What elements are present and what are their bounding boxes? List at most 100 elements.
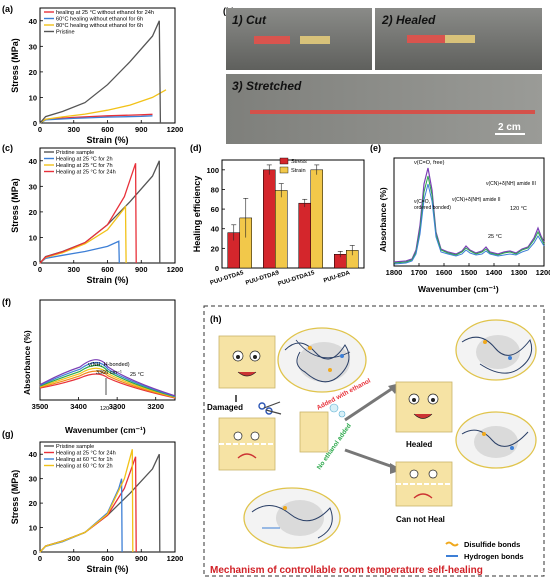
stretched-strip bbox=[250, 110, 535, 114]
chart-a-ytick-label: 20 bbox=[29, 68, 37, 77]
healed-strip-red bbox=[407, 35, 445, 43]
ftir-f-curve bbox=[39, 370, 176, 399]
chart-e-xtick-label: 1800 bbox=[386, 268, 403, 277]
chart-g-xtick-label: 900 bbox=[135, 554, 148, 563]
ftir-f-annot-wn: 3366 cm⁻¹ bbox=[96, 370, 122, 376]
panel-tag-a: (a) bbox=[2, 4, 13, 14]
panel-tag-d: (d) bbox=[190, 143, 202, 153]
smile-icon bbox=[237, 371, 257, 377]
chart-a-xtick-label: 1200 bbox=[167, 125, 184, 134]
ftir-e-xlabel: Wavenumber (cm⁻¹) bbox=[418, 284, 499, 294]
chart-a-ytick-label: 40 bbox=[29, 17, 37, 26]
chart-c-ytick-label: 40 bbox=[29, 157, 37, 166]
chart-a-xtick-label: 900 bbox=[135, 125, 148, 134]
chart-c-series-line bbox=[39, 240, 120, 264]
ftir-e-curve-25C bbox=[393, 183, 545, 265]
chart-d-ytick-label: 20 bbox=[211, 244, 219, 253]
healed-strip-yellow bbox=[445, 35, 475, 43]
category-label: PUU-EDA bbox=[323, 270, 351, 284]
ftir-e-annot-25: 25 °C bbox=[488, 234, 502, 240]
legend-strain-label: Strain bbox=[291, 168, 306, 174]
scissors-icon bbox=[258, 401, 282, 415]
scale-bar-label: 2 cm bbox=[498, 122, 521, 133]
arrow-healed bbox=[344, 384, 397, 422]
chart-d-ytick-label: 100 bbox=[206, 166, 219, 175]
chart-d-ytick-label: 0 bbox=[215, 264, 219, 273]
label-damaged: Damaged bbox=[207, 403, 243, 412]
chart-g-xlabel: Strain (%) bbox=[86, 564, 128, 574]
chart-g-legend-label: Pristine sample bbox=[56, 444, 94, 450]
ftir-e-annot-amide2: ν(CN)+δ(NH) amide II bbox=[452, 197, 500, 203]
cut-strip-yellow bbox=[300, 36, 330, 44]
ftir-f-ylabel: Absorbance (%) bbox=[22, 330, 32, 395]
chart-c-xtick-label: 600 bbox=[101, 265, 114, 274]
chart-c-legend-label: Pristine sample bbox=[56, 150, 94, 156]
chart-a-xtick-label: 0 bbox=[38, 125, 42, 134]
panel-tag-c: (c) bbox=[2, 143, 13, 153]
chart-g-xtick-label: 600 bbox=[101, 554, 114, 563]
chart-c-xtick-label: 300 bbox=[67, 265, 80, 274]
ftir-f-curve bbox=[39, 361, 176, 397]
panel-b-photos: 1) Cut 2) Healed 3) Stretched 2 cm bbox=[226, 8, 542, 144]
chart-a-xlabel: Strain (%) bbox=[86, 135, 128, 145]
chart-g-xtick-label: 300 bbox=[67, 554, 80, 563]
ftir-f-xlabel: Wavenumber (cm⁻¹) bbox=[65, 425, 146, 435]
legend-strain-swatch bbox=[279, 166, 289, 174]
ftir-e-ylabel: Absorbance (%) bbox=[378, 187, 388, 252]
chart-a-legend-label: healing at 25 °C without ethanol for 24h bbox=[56, 10, 154, 16]
panel-tag-f: (f) bbox=[2, 297, 11, 307]
chart-f-xtick-label: 3200 bbox=[147, 402, 164, 411]
category-label: PUU-DTDA15 bbox=[277, 270, 316, 288]
chart-g-ytick-label: 30 bbox=[29, 475, 37, 484]
label-can-not-heal: Can not Heal bbox=[396, 515, 445, 524]
panel-tag-e: (e) bbox=[370, 143, 381, 153]
chart-d-ytick-label: 40 bbox=[211, 225, 219, 234]
block-healed bbox=[395, 381, 453, 433]
panel-e-ftir-chart: ν(C=O, free) ν(C=O, ordered bonded) ν(CN… bbox=[378, 157, 550, 294]
chart-a-xtick-label: 300 bbox=[67, 125, 80, 134]
chart-g-legend-label: Healing at 60 °C for 2h bbox=[56, 464, 113, 470]
chart-g-ytick-label: 20 bbox=[29, 499, 37, 508]
block-pristine bbox=[218, 335, 276, 389]
chart-a-ytick-label: 0 bbox=[33, 119, 37, 128]
chart-e-xtick-label: 1500 bbox=[461, 268, 478, 277]
chart-a-ytick-label: 30 bbox=[29, 42, 37, 51]
legend-disulfide-icon bbox=[445, 541, 459, 547]
chart-e-xtick-label: 1200 bbox=[536, 268, 550, 277]
category-label: PUU-DTDA9 bbox=[245, 270, 280, 287]
chart-c-ylabel: Stress (MPa) bbox=[10, 178, 20, 233]
panel-f-frame bbox=[39, 299, 176, 401]
photo-cut-label: 1) Cut bbox=[232, 13, 267, 27]
legend-stress-swatch bbox=[279, 157, 289, 165]
ftir-f-curve bbox=[39, 367, 176, 398]
frown-icon bbox=[237, 453, 257, 459]
chart-g-xtick-label: 1200 bbox=[167, 554, 184, 563]
panel-a-stress-strain-chart: 0 300 600 900 1200 0 10 20 30 40 Strain (%) Stress … bbox=[10, 7, 184, 145]
panel-tag-g: (g) bbox=[2, 429, 14, 439]
chart-d-ytick-label: 80 bbox=[211, 185, 219, 194]
chart-g-series-line bbox=[39, 478, 123, 553]
chart-e-xtick-label: 1400 bbox=[486, 268, 503, 277]
chart-g-series-line bbox=[39, 449, 134, 553]
arrow-not-healed bbox=[344, 448, 397, 470]
chart-c-xlabel: Strain (%) bbox=[86, 275, 128, 285]
chart-a-legend-label: 80°C healing without ethanol for 6h bbox=[56, 23, 143, 29]
chart-a-series-line bbox=[39, 20, 162, 124]
panel-f-ftir-chart: 3500 3400 3300 3200 ν(NH, H-bonded) 3366 cm… bbox=[22, 299, 176, 435]
chart-a-legend-label: Pristine bbox=[56, 30, 75, 36]
ftir-e-curve-120C bbox=[393, 167, 545, 263]
ftir-f-annot-25: 25 °C bbox=[130, 372, 144, 378]
legend-hbond-label: Hydrogen bonds bbox=[464, 552, 524, 561]
chart-a-xtick-label: 600 bbox=[101, 125, 114, 134]
chart-f-xtick-label: 3300 bbox=[109, 402, 126, 411]
ftir-e-annot-free: ν(C=O, free) bbox=[414, 160, 445, 166]
label-healed: Healed bbox=[406, 440, 432, 449]
chart-g-xtick-label: 0 bbox=[38, 554, 42, 563]
chart-g-legend-label: Healing at 60 °C for 1h bbox=[56, 457, 113, 463]
photo-stretched-label: 3) Stretched bbox=[232, 79, 302, 93]
chart-g-legend-label: Healing at 25 °C for 24h bbox=[56, 451, 116, 457]
panel-h-schematic: (h) Damaged Added with ethanol bbox=[203, 305, 545, 577]
photo-cut bbox=[226, 8, 372, 70]
legend-disulfide-label: Disulfide bonds bbox=[464, 540, 520, 549]
